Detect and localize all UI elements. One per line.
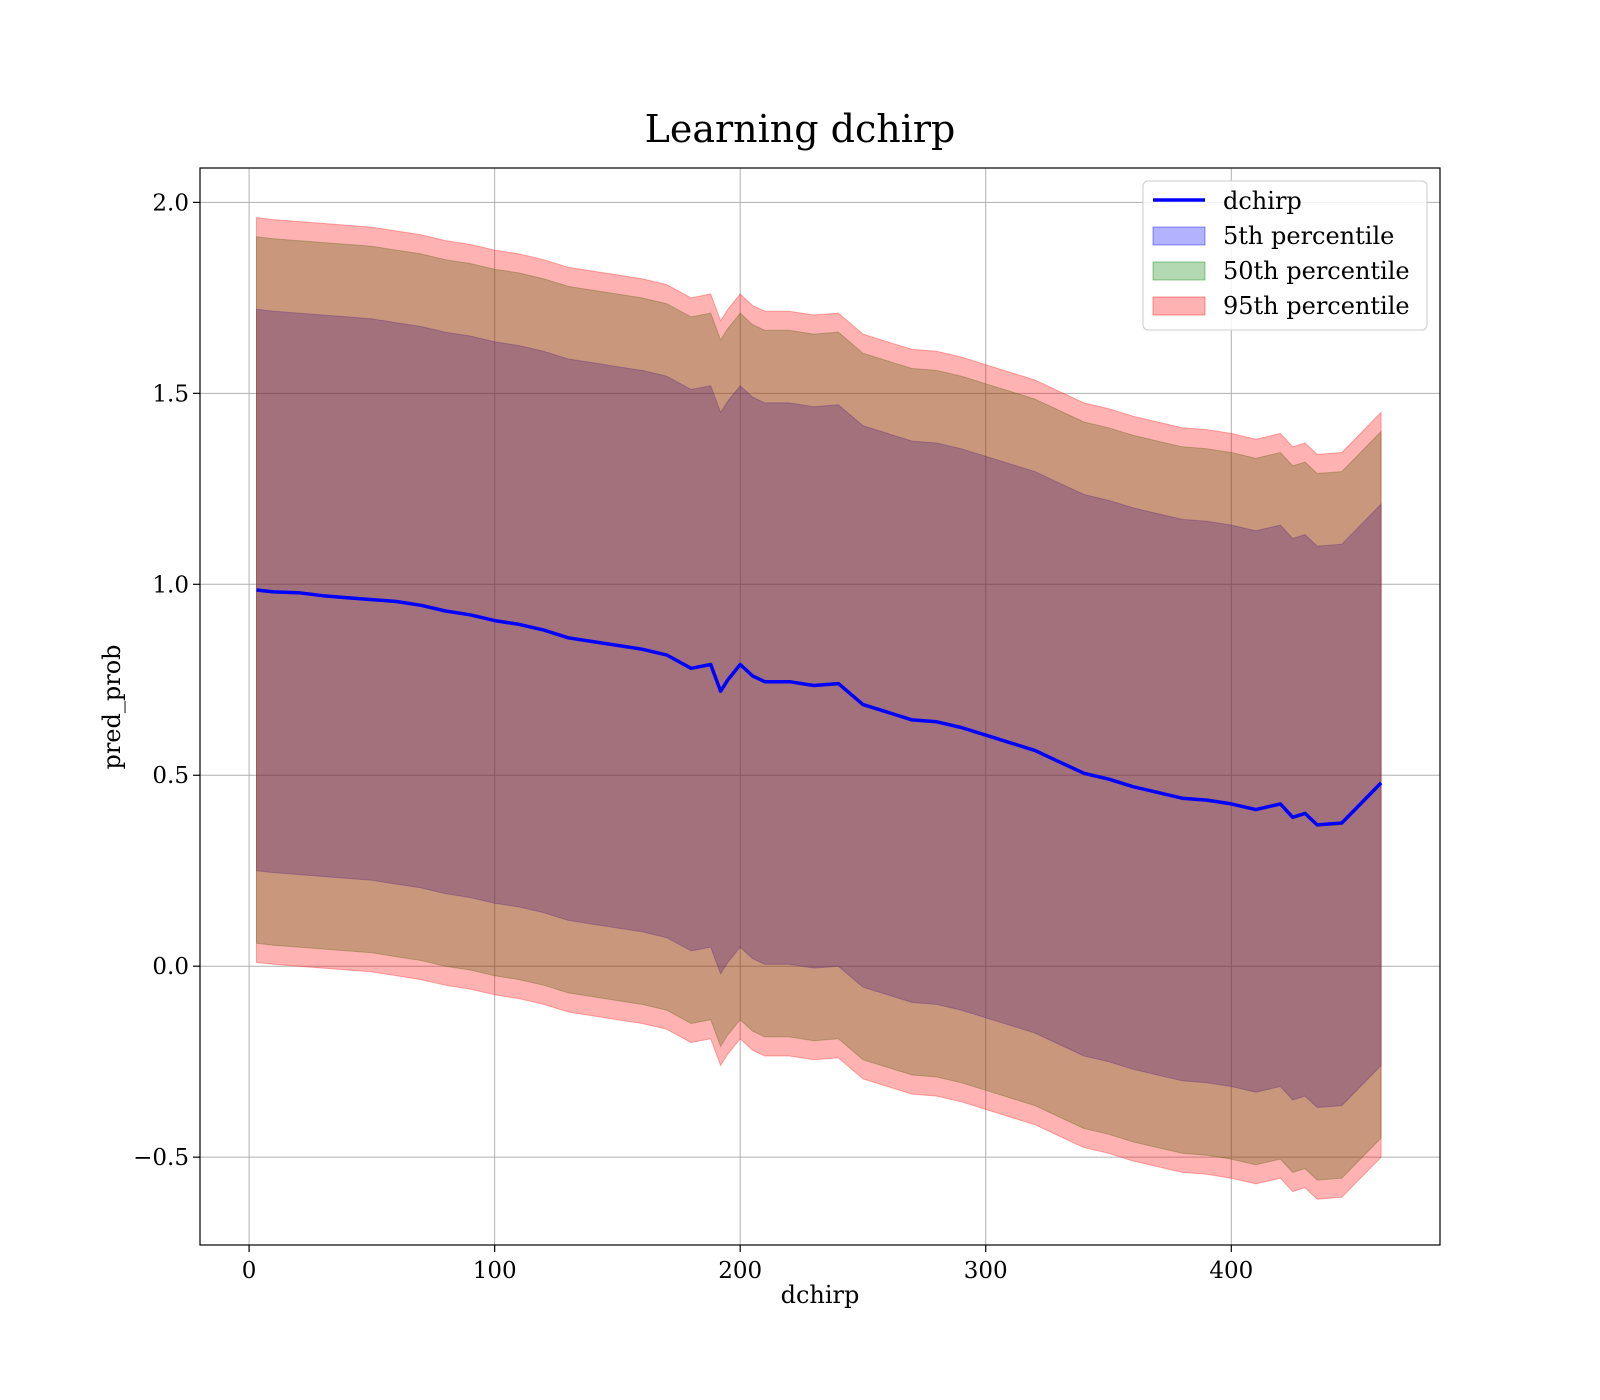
legend-swatch-5th-percentile — [1152, 226, 1206, 246]
plot-layer — [256, 217, 1383, 1200]
x-tick-label: 300 — [964, 1258, 1008, 1284]
y-tick-label: 2.0 — [152, 190, 189, 216]
x-tick-label: 0 — [242, 1258, 257, 1284]
series-line-dchirp — [256, 588, 1383, 827]
legend: dchirp 5th percentile 50th percentile 95… — [1142, 180, 1428, 331]
legend-box — [1142, 180, 1428, 331]
band-50th-percentile — [256, 236, 1382, 1181]
y-tick-label: −0.5 — [133, 1145, 189, 1171]
plot-frame — [199, 167, 1441, 1246]
legend-label-5th-percentile: 5th percentile — [1223, 222, 1394, 250]
y-tick-label: 1.0 — [152, 572, 189, 598]
legend-swatch-50th-percentile — [1152, 261, 1206, 281]
legend-label-50th-percentile: 50th percentile — [1223, 257, 1410, 285]
y-tick-label: 0.5 — [152, 763, 189, 789]
y-tick-label: 0.0 — [152, 954, 189, 980]
y-tick-label: 1.5 — [152, 381, 189, 407]
legend-label-95th-percentile: 95th percentile — [1223, 292, 1410, 320]
x-tick-label: 400 — [1209, 1258, 1253, 1284]
x-axis-label: dchirp — [781, 1281, 860, 1309]
x-tick-label: 100 — [473, 1258, 517, 1284]
band-5th-percentile — [256, 308, 1382, 1109]
legend-label-dchirp: dchirp — [1223, 187, 1302, 215]
legend-swatch-95th-percentile — [1152, 296, 1206, 316]
y-axis-label: pred_prob — [98, 644, 126, 769]
x-tick-label: 200 — [718, 1258, 762, 1284]
tick-layer: 0 100 200 300 400 −0.5 0.0 0.5 1.0 1.5 2.0 — [133, 190, 1253, 1284]
band-95th-percentile — [256, 217, 1382, 1200]
chart-title: Learning dchirp — [645, 107, 956, 151]
